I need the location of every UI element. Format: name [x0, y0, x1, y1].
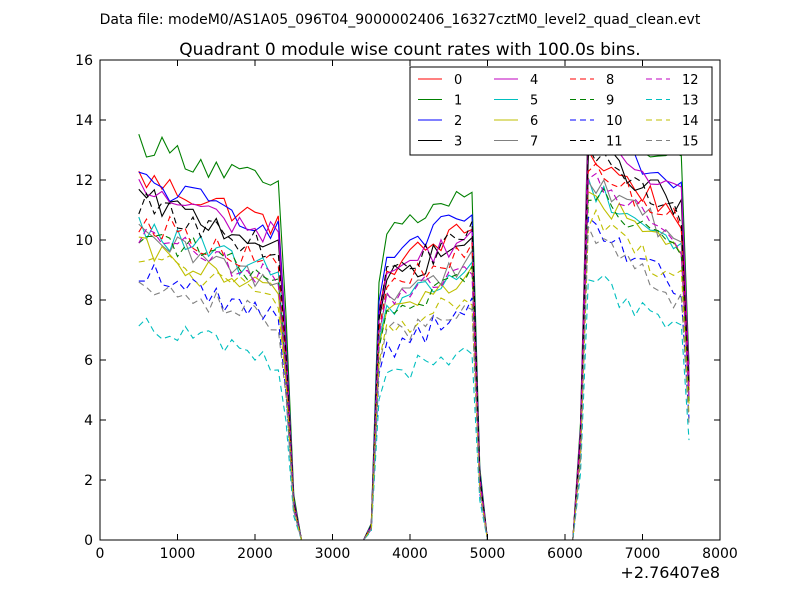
y-tick-label: 16 [75, 53, 93, 69]
y-tick-label: 2 [84, 473, 93, 489]
axis-ticks [99, 59, 721, 541]
legend-label-9: 9 [606, 94, 614, 109]
legend-label-6: 6 [530, 114, 538, 129]
x-tick-label: 7000 [625, 546, 661, 562]
series-line-10 [138, 216, 690, 541]
legend-label-0: 0 [454, 73, 462, 88]
y-tick-label: 10 [75, 233, 93, 249]
y-tick-labels: 0 2 4 6 8 10 12 14 16 [75, 53, 93, 549]
y-tick-label: 14 [75, 113, 93, 129]
x-tick-label: 0 [96, 546, 105, 562]
series-line-15 [138, 226, 690, 541]
legend-label-2: 2 [454, 114, 462, 129]
y-tick-label: 4 [84, 413, 93, 429]
x-tick-label: 1000 [160, 546, 196, 562]
data-file-label: Data file: modeM0/AS1A05_096T04_90000024… [100, 12, 701, 28]
series-line-13 [138, 274, 690, 541]
chart-title: Quadrant 0 module wise count rates with … [179, 40, 640, 60]
x-tick-label: 8000 [702, 546, 738, 562]
x-tick-label: 4000 [392, 546, 428, 562]
x-tick-label: 3000 [315, 546, 351, 562]
legend-label-3: 3 [454, 135, 462, 150]
x-tick-label: 2000 [237, 546, 273, 562]
legend-label-8: 8 [606, 73, 614, 88]
series-line-11 [138, 145, 690, 541]
legend-label-13: 13 [682, 94, 699, 109]
legend-label-7: 7 [530, 135, 538, 150]
series-line-14 [138, 208, 690, 541]
series-line-7 [138, 178, 690, 541]
legend-label-15: 15 [682, 135, 699, 150]
x-tick-label: 5000 [470, 546, 506, 562]
y-tick-label: 12 [75, 173, 93, 189]
x-tick-labels: 0 1000 2000 3000 4000 5000 6000 7000 8000 [96, 546, 738, 562]
x-tick-label: 6000 [547, 546, 583, 562]
y-tick-label: 0 [84, 533, 93, 549]
legend-label-10: 10 [606, 114, 623, 129]
legend-label-1: 1 [454, 94, 462, 109]
legend-label-11: 11 [606, 135, 623, 150]
x-offset-label: +2.76407e8 [620, 563, 720, 582]
series-line-9 [138, 187, 690, 541]
legend-label-14: 14 [682, 114, 699, 129]
legend-label-5: 5 [530, 94, 538, 109]
legend-label-12: 12 [682, 73, 699, 88]
y-tick-label: 8 [84, 293, 93, 309]
series-line-8 [138, 162, 690, 541]
y-tick-label: 6 [84, 353, 93, 369]
legend-label-4: 4 [530, 73, 538, 88]
series-line-12 [138, 172, 690, 541]
plot-lines [138, 100, 690, 541]
series-line-1 [138, 100, 690, 541]
